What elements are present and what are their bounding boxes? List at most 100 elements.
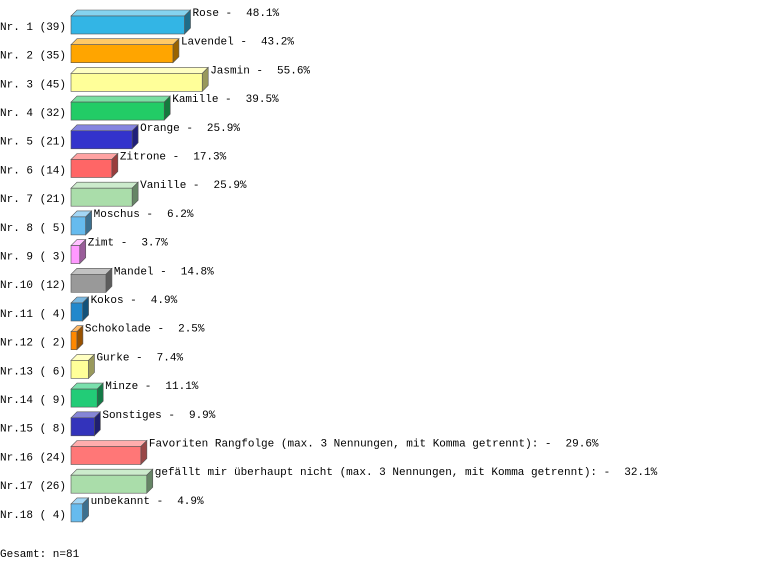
category-label: Nr.17 (26) xyxy=(0,481,66,493)
bar-label: Mandel - 14.8% xyxy=(114,266,214,278)
bar xyxy=(70,216,86,236)
bar-name: Kokos - xyxy=(91,295,137,307)
bar xyxy=(70,159,113,178)
bar-label: Zimt - 3.7% xyxy=(88,238,168,250)
bar xyxy=(70,417,95,437)
value-label: 55.6% xyxy=(277,65,310,77)
category-label: Nr. 7 (21) xyxy=(0,194,66,206)
value-label: 3.7% xyxy=(141,238,168,250)
bar-top xyxy=(70,9,192,17)
category-label: Nr.15 ( 8) xyxy=(0,424,66,436)
value-label: 25.9% xyxy=(207,123,240,135)
bar-name: Vanille - xyxy=(140,180,199,192)
footer: Gesamt: n=81 xyxy=(0,549,80,561)
value-label: 9.9% xyxy=(189,410,216,422)
category-label: Nr.11 ( 4) xyxy=(0,309,66,321)
bar-label: Vanille - 25.9% xyxy=(140,180,247,192)
bar-name: Jasmin - xyxy=(210,65,263,77)
bar xyxy=(70,474,148,494)
bar-name: Orange - xyxy=(140,123,193,135)
bar xyxy=(70,101,165,121)
bar-name: Schokolade - xyxy=(85,324,164,336)
bar-name: Favoriten Rangfolge (max. 3 Nennungen, m… xyxy=(149,438,552,450)
category-label: Nr. 2 (35) xyxy=(0,51,66,63)
bar-label: Kamille - 39.5% xyxy=(172,94,279,106)
bar-label: Favoriten Rangfolge (max. 3 Nennungen, m… xyxy=(149,438,599,450)
category-label: Nr.12 ( 2) xyxy=(0,338,66,350)
bar-top xyxy=(70,267,113,275)
category-label: Nr. 4 (32) xyxy=(0,108,66,120)
bar xyxy=(70,245,81,264)
category-label: Nr. 8 ( 5) xyxy=(0,223,66,235)
bar xyxy=(70,302,83,322)
value-label: 11.1% xyxy=(165,381,198,393)
bar xyxy=(70,503,83,523)
bar-name: Sonstiges - xyxy=(102,410,175,422)
bar-name: Zitrone - xyxy=(120,151,179,163)
value-label: 4.9% xyxy=(151,295,178,307)
bar-top xyxy=(70,67,209,74)
bar xyxy=(70,273,107,293)
value-label: 43.2% xyxy=(261,37,294,49)
category-label: Nr.10 (12) xyxy=(0,280,66,292)
value-label: 2.5% xyxy=(178,324,205,336)
bar-top xyxy=(70,95,171,103)
category-label: Nr.16 (24) xyxy=(0,452,66,464)
bar xyxy=(70,15,185,35)
bar-label: Schokolade - 2.5% xyxy=(85,324,205,336)
bar-name: Lavendel - xyxy=(181,37,247,49)
category-label: Nr.14 ( 9) xyxy=(0,395,66,407)
bar-top xyxy=(70,38,180,46)
bar xyxy=(70,73,203,92)
bar-label: Zitrone - 17.3% xyxy=(120,151,227,163)
bar-name: gefällt mir überhaupt nicht (max. 3 Nenn… xyxy=(155,467,610,479)
bar-top xyxy=(70,124,139,132)
bar xyxy=(70,187,133,207)
value-label: 7.4% xyxy=(157,352,184,364)
bar-label: Rose - 48.1% xyxy=(193,8,280,20)
bar xyxy=(70,44,174,64)
bar-label: Kokos - 4.9% xyxy=(91,295,178,307)
bar-top xyxy=(70,153,119,160)
bar-label: Moschus - 6.2% xyxy=(94,209,194,221)
bar-name: Gurke - xyxy=(96,352,142,364)
bar-name: Kamille - xyxy=(172,94,231,106)
bar-name: Minze - xyxy=(105,381,151,393)
bar-label: Jasmin - 55.6% xyxy=(210,65,310,77)
bar-label: unbekannt - 4.9% xyxy=(91,496,204,508)
bar-label: Sonstiges - 9.9% xyxy=(102,410,215,422)
bar xyxy=(70,331,78,351)
bar-top xyxy=(70,468,154,476)
bar-top xyxy=(70,181,139,189)
value-label: 29.6% xyxy=(566,438,599,450)
value-label: 14.8% xyxy=(181,266,214,278)
bar-name: Mandel - xyxy=(114,266,167,278)
bar xyxy=(70,360,89,379)
category-label: Nr. 6 (14) xyxy=(0,165,66,177)
bar-name: Rose - xyxy=(193,8,233,20)
bar-label: Minze - 11.1% xyxy=(105,381,199,393)
category-label: Nr.13 ( 6) xyxy=(0,366,66,378)
category-label: Nr. 1 (39) xyxy=(0,22,66,34)
bar-label: gefällt mir überhaupt nicht (max. 3 Nenn… xyxy=(155,467,658,479)
value-label: 6.2% xyxy=(167,209,194,221)
category-label: Nr.18 ( 4) xyxy=(0,510,66,522)
bar-label: Lavendel - 43.2% xyxy=(181,37,294,49)
value-label: 32.1% xyxy=(624,467,657,479)
category-label: Nr. 9 ( 3) xyxy=(0,252,66,264)
bar xyxy=(70,130,133,150)
bar xyxy=(70,446,142,465)
bar-name: Moschus - xyxy=(94,209,153,221)
value-label: 39.5% xyxy=(246,94,279,106)
value-label: 4.9% xyxy=(177,496,204,508)
bar-name: Zimt - xyxy=(88,238,128,250)
bar-top xyxy=(70,440,148,447)
bar-label: Gurke - 7.4% xyxy=(96,352,183,364)
category-label: Nr. 5 (21) xyxy=(0,137,66,149)
category-label: Nr. 3 (45) xyxy=(0,79,66,91)
bar-name: unbekannt - xyxy=(91,496,164,508)
bar-label: Orange - 25.9% xyxy=(140,123,240,135)
value-label: 17.3% xyxy=(193,151,226,163)
value-label: 48.1% xyxy=(246,8,279,20)
